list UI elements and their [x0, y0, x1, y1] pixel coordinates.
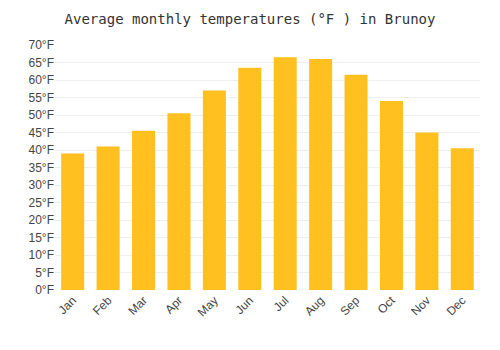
svg-text:60°F: 60°F	[29, 73, 54, 87]
svg-text:45°F: 45°F	[29, 126, 54, 140]
svg-text:65°F: 65°F	[29, 56, 54, 70]
svg-text:15°F: 15°F	[29, 231, 54, 245]
svg-text:0°F: 0°F	[35, 283, 54, 297]
svg-text:Nov: Nov	[408, 293, 433, 318]
svg-text:Jun: Jun	[233, 293, 257, 317]
svg-text:Apr: Apr	[162, 293, 185, 316]
svg-text:25°F: 25°F	[29, 196, 54, 210]
svg-text:55°F: 55°F	[29, 91, 54, 105]
svg-text:Jan: Jan	[55, 293, 79, 317]
svg-text:Jul: Jul	[271, 293, 292, 314]
svg-text:20°F: 20°F	[29, 213, 54, 227]
svg-text:Mar: Mar	[125, 293, 150, 318]
svg-text:Sep: Sep	[337, 293, 362, 318]
svg-text:Feb: Feb	[90, 293, 115, 318]
svg-text:Average monthly temperatures (: Average monthly temperatures (°F ) in Br…	[65, 11, 436, 27]
svg-text:70°F: 70°F	[29, 38, 54, 52]
svg-text:50°F: 50°F	[29, 108, 54, 122]
svg-text:40°F: 40°F	[29, 143, 54, 157]
svg-text:Aug: Aug	[302, 293, 327, 318]
svg-text:Oct: Oct	[375, 293, 399, 317]
svg-text:5°F: 5°F	[35, 266, 54, 280]
svg-text:30°F: 30°F	[29, 178, 54, 192]
svg-text:Dec: Dec	[444, 293, 469, 318]
svg-text:10°F: 10°F	[29, 248, 54, 262]
svg-text:35°F: 35°F	[29, 161, 54, 175]
svg-text:May: May	[195, 293, 221, 319]
